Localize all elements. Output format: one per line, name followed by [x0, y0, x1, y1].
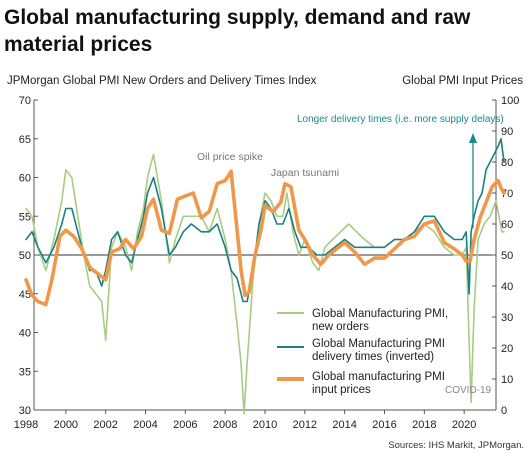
x-tick-label: 2018 [412, 419, 436, 431]
x-tick-label: 2012 [293, 419, 317, 431]
y-left-tick-label: 70 [19, 95, 31, 107]
annotations: Oil price spike Japan tsunami Longer del… [197, 114, 504, 396]
x-tick-label: 2016 [372, 419, 396, 431]
x-tick-label: 2004 [133, 419, 157, 431]
y-left-tick-label: 55 [19, 211, 31, 223]
y-left-ticks: 30 35 40 45 50 55 60 65 70 [19, 95, 38, 417]
source-note: Sources: IHS Markit, JPMorgan. [388, 440, 524, 451]
y-right-tick-label: 90 [501, 126, 513, 138]
y-right-tick-label: 30 [501, 312, 513, 324]
y-right-tick-label: 60 [501, 219, 513, 231]
y-right-tick-label: 40 [501, 281, 513, 293]
legend-label-delivery: Global Manufacturing PMI delivery times (… [312, 338, 445, 363]
y-right-tick-label: 10 [501, 374, 513, 386]
legend-label-prices: Global manufacturing PMI input prices [312, 371, 445, 396]
x-tick-label: 2006 [173, 419, 197, 431]
annotation-japan-tsunami: Japan tsunami [271, 167, 339, 179]
y-left-tick-label: 65 [19, 134, 31, 146]
x-tick-label: 1998 [14, 419, 38, 431]
y-left-tick-label: 50 [19, 250, 31, 262]
y-left-tick-label: 30 [19, 405, 31, 417]
x-tick-label: 2014 [332, 419, 356, 431]
y-right-label: Global PMI Input Prices [402, 75, 523, 87]
x-tick-label: 2002 [93, 419, 117, 431]
annotation-oil-price-spike: Oil price spike [197, 151, 263, 163]
axes [33, 100, 497, 411]
series-lines [24, 138, 506, 415]
annotation-arrow-head [469, 133, 477, 143]
x-tick-label: 2000 [54, 419, 78, 431]
y-right-tick-label: 100 [501, 95, 519, 107]
x-tick-label: 2010 [253, 419, 277, 431]
y-right-tick-label: 20 [501, 343, 513, 355]
y-left-tick-label: 60 [19, 173, 31, 185]
series-line-input-prices [24, 169, 506, 307]
annotation-delivery-times: Longer delivery times (i.e. more supply … [297, 114, 504, 125]
y-right-tick-label: 50 [501, 250, 513, 262]
y-left-tick-label: 35 [19, 366, 31, 378]
y-left-tick-label: 40 [19, 328, 31, 340]
legend-label-new-orders: Global Manufacturing PMI, new orders [312, 308, 448, 333]
series-line-delivery-times [25, 138, 505, 303]
annotation-covid: COVID-19 [445, 385, 492, 396]
y-left-label: JPMorgan Global PMI New Orders and Deliv… [7, 75, 317, 87]
y-right-tick-label: 0 [501, 405, 507, 417]
x-ticks: 1998 2000 2002 2004 2006 2008 2010 2012 2014 2016… [14, 410, 476, 431]
chart-title: Global manufacturing supply, demand and … [4, 6, 471, 56]
x-tick-label: 2008 [213, 419, 237, 431]
y-left-tick-label: 45 [19, 289, 31, 301]
legend: Global Manufacturing PMI, new orders Glob… [277, 308, 448, 396]
x-tick-label: 2020 [452, 419, 476, 431]
